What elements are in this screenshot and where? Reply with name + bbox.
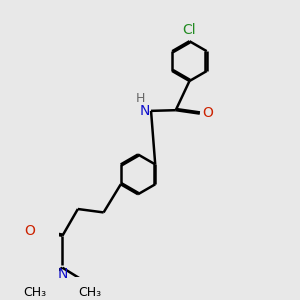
Text: CH₃: CH₃ <box>78 286 101 298</box>
Text: N: N <box>57 267 68 281</box>
Text: N: N <box>139 104 150 118</box>
Text: CH₃: CH₃ <box>23 286 46 298</box>
Text: O: O <box>202 106 213 120</box>
Text: Cl: Cl <box>183 23 196 37</box>
Text: O: O <box>24 224 35 238</box>
Text: H: H <box>136 92 146 105</box>
